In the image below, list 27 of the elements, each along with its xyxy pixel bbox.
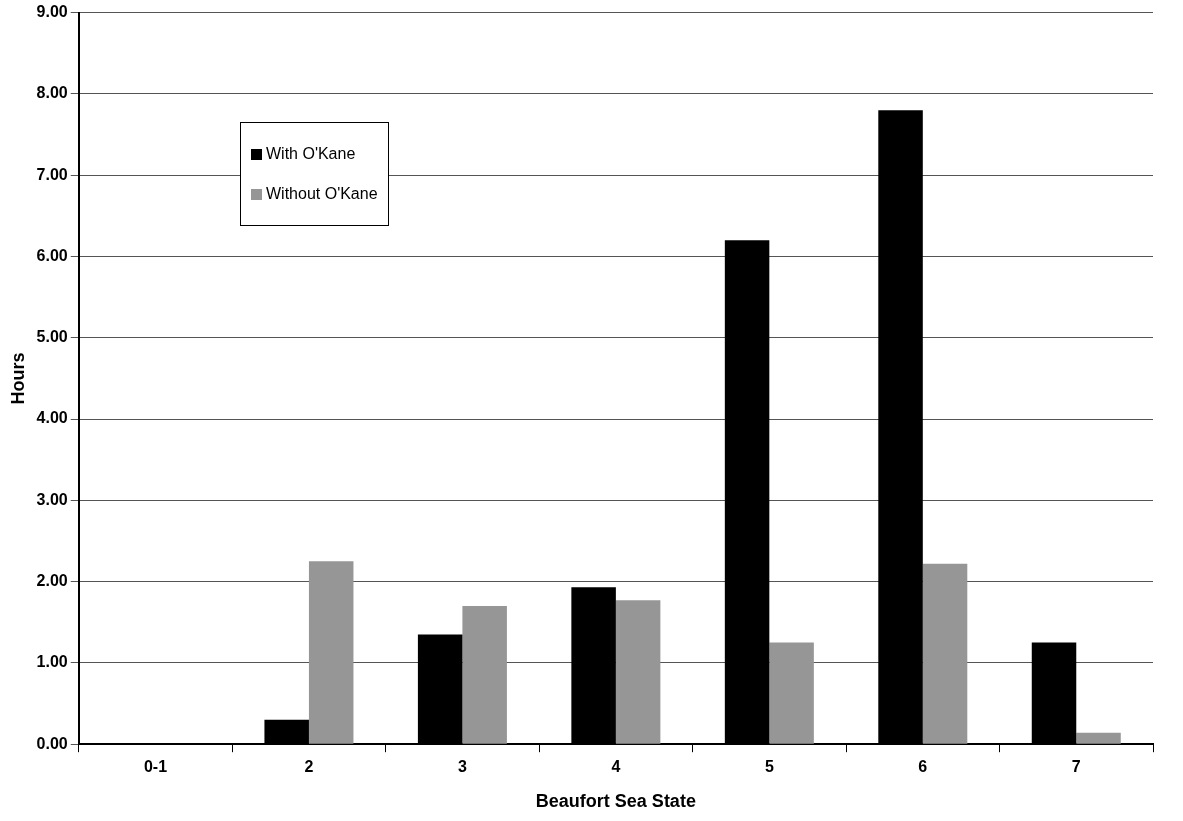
x-tick-label: 7 [1071, 758, 1081, 776]
y-axis-title: Hours [7, 352, 28, 405]
legend-label: With O'Kane [266, 145, 356, 163]
bar [308, 561, 354, 744]
x-tick-label: 5 [764, 758, 774, 776]
legend-label: Without O'Kane [266, 185, 378, 203]
x-tick-label: 2 [304, 758, 314, 776]
y-tick-label: 8.00 [36, 84, 68, 102]
x-tick-label: 6 [918, 758, 928, 776]
bar [1076, 732, 1121, 744]
y-tick-label: 6.00 [36, 246, 68, 264]
x-tick-label: 4 [611, 758, 621, 776]
y-tick-label: 0.00 [36, 734, 68, 752]
bar [922, 563, 968, 744]
y-tick-label: 3.00 [36, 490, 68, 508]
y-tick-label: 1.00 [36, 653, 68, 671]
x-tick-label: 0-1 [143, 758, 168, 776]
y-tick-label: 2.00 [36, 572, 68, 590]
y-tick-label: 5.00 [36, 328, 68, 346]
bar [615, 600, 661, 744]
x-tick-label: 3 [457, 758, 467, 776]
x-axis-title: Beaufort Sea State [535, 791, 696, 812]
bar [769, 642, 814, 744]
y-tick-label: 4.00 [36, 409, 68, 427]
y-tick-label: 7.00 [36, 165, 68, 183]
bar [462, 606, 507, 744]
y-tick-label: 9.00 [36, 3, 68, 21]
